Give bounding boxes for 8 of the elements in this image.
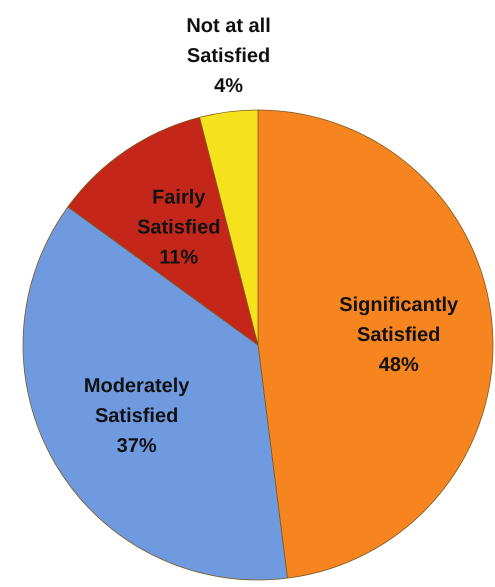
slice-label: Moderately Satisfied — [84, 374, 190, 427]
slice-label: Fairly Satisfied — [137, 186, 220, 238]
slice-label: Significantly Satisfied — [339, 294, 460, 346]
data-label: 4% — [214, 74, 244, 97]
data-label: 11% — [159, 246, 198, 268]
slice-label: Not at all Satisfied — [186, 14, 271, 67]
data-label: 37% — [116, 434, 157, 457]
data-label: 48% — [378, 354, 419, 376]
